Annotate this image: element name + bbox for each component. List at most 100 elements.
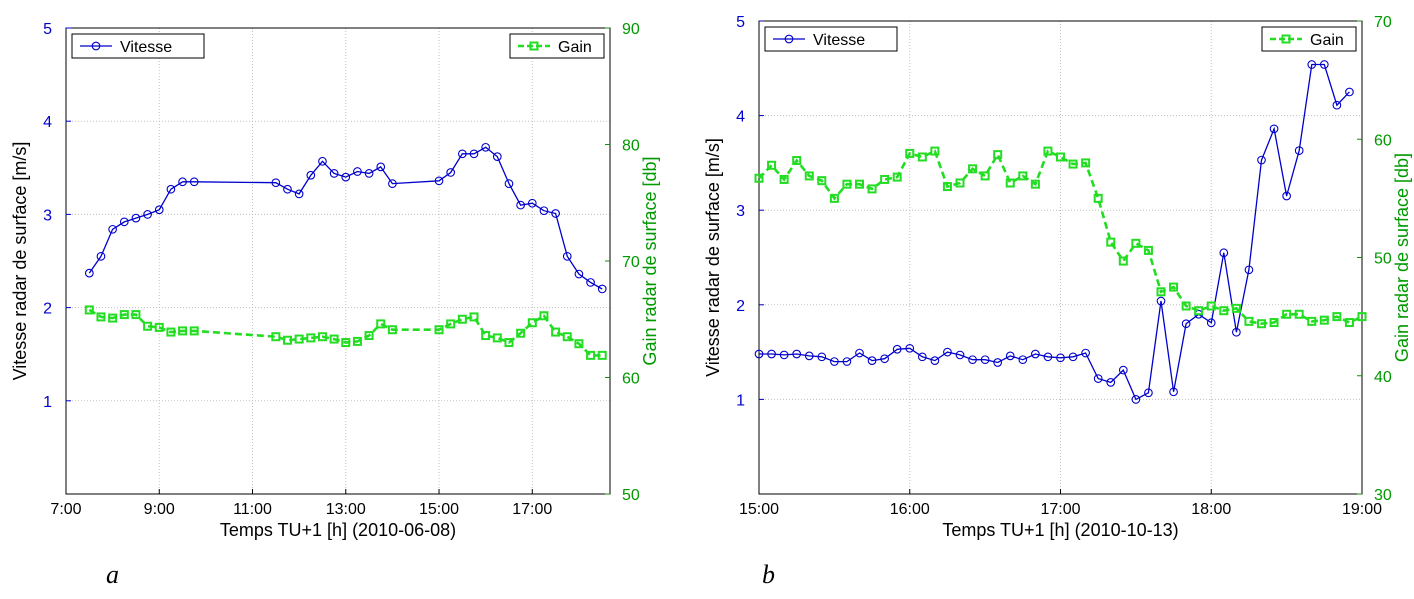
panel-b-series-gain-point [1307, 316, 1317, 326]
panel-b-series-speed-point [917, 352, 927, 362]
panel-b-series-speed-point [1307, 60, 1317, 69]
panel-b-series-speed-point [1056, 353, 1065, 363]
panel-b-series-speed-point [1118, 365, 1128, 375]
panel-a-series-speed-point [189, 177, 199, 187]
panel-b-x-tick-label: 19:00 [1342, 501, 1382, 518]
panel-a-series-speed-line [88, 146, 603, 290]
panel-b-y-left-axis-label: Vitesse radar de surface [m/s] [703, 138, 723, 377]
panel-a-series-speed-point [376, 162, 386, 172]
panel-b-series-gain-point [942, 182, 952, 192]
panel-b-series-gain-point [892, 172, 902, 182]
panel-a-y-right-tick-label: 70 [622, 254, 640, 271]
panel-a-series-gain-point [189, 326, 199, 336]
panel-b-series-speed-point [1068, 352, 1078, 362]
panel-b-series-gain-point [767, 160, 777, 170]
panel-a-series-speed-point [294, 189, 304, 199]
panel-a-series-gain-point [178, 326, 188, 336]
panel-b-x-axis-label: Temps TU+1 [h] (2010-10-13) [942, 520, 1178, 540]
panel-a-x-tick-label: 15:00 [419, 501, 459, 518]
panel-b-series-gain-point [817, 176, 827, 186]
panel-b-series-speed-point [779, 350, 789, 360]
panel-b-series-gain-point [804, 171, 814, 181]
panel-b-series-gain-point [1005, 178, 1015, 188]
panel-a-series-speed-point [457, 149, 467, 159]
panel-b-series-speed-point [892, 344, 902, 354]
panel-b-series-gain-point [1219, 306, 1229, 316]
panel-b-series-speed-point [1031, 349, 1040, 359]
panel-b-series-gain-point [1169, 282, 1179, 292]
panel-b-series-gain-point [880, 174, 890, 184]
panel-a-series-gain-point [329, 334, 339, 344]
panel-a-series-gain-point [481, 331, 491, 341]
panel-a-series-gain-point [143, 321, 153, 331]
panel-b-series-speed-point [955, 350, 965, 360]
panel-a-legend-gain-box [509, 33, 605, 59]
panel-b-series-gain-point [754, 173, 764, 183]
panel-a-series-gain-point [166, 327, 176, 337]
panel-a-series-gain-point [376, 319, 386, 329]
panel-a-axes-frame [65, 27, 611, 495]
panel-a-series-gain-point [84, 305, 94, 315]
panel-b-series-gain-point [1143, 245, 1153, 255]
panel-a-series-speed-point [539, 206, 549, 216]
panel-b-legend-gain-box [1261, 26, 1357, 52]
panel-b-series-speed-point [1018, 355, 1028, 365]
panel-a-series-speed-point [341, 172, 351, 182]
panel-a-series-gain-point [597, 350, 607, 360]
panel-a-series-speed-point [469, 149, 479, 159]
panel-a-series-gain-point [119, 310, 129, 320]
figure: 7:00 9:00 11:00 13:00 15:00 17:00 1 2 3 4 5 50 60 70 8… [10, 14, 1412, 540]
panel-b-series-gain-point [1319, 315, 1329, 325]
panel-b-y-right-axis-label: Gain radar de surface [db] [1392, 153, 1412, 362]
panel-a-series-speed-point [481, 142, 491, 152]
panel-b-series-gain-point [1344, 318, 1354, 328]
panel-b-series-gain-point [1093, 193, 1103, 203]
panel-a-series-speed-point [574, 269, 584, 279]
panel-b-series-gain-point [1244, 316, 1254, 326]
panel-b-series-speed-point [1043, 352, 1053, 362]
panel-a-series-gain-point [469, 312, 479, 322]
panel-a-series-speed-point [84, 268, 94, 278]
panel-b-series-speed-point [905, 343, 915, 353]
panel-a-x-tick-label: 13:00 [326, 501, 366, 518]
panel-a-series-gain-point [586, 350, 596, 360]
panel-b-series-speed-point [1319, 60, 1329, 69]
panel-b-series-gain-point [1181, 301, 1191, 311]
panel-a-series-speed-point [131, 213, 141, 223]
panel-a-x-tick-label: 9:00 [144, 501, 175, 518]
panel-a-series-gain-point [96, 312, 106, 322]
panel-a-y-left-tick-label: 2 [43, 301, 52, 318]
panel-b-series-gain-point [1269, 318, 1279, 328]
panel-b-series-gain-point [1018, 171, 1028, 181]
panel-a-x-axis-label: Temps TU+1 [h] (2010-06-08) [220, 520, 456, 540]
panel-b-series-gain-point [1294, 309, 1304, 319]
panel-b-series-gain-point [779, 174, 789, 184]
panel-a-series-gain-line [88, 308, 603, 357]
panel-a-y-left-tick-label: 5 [43, 21, 52, 38]
panel-a-series-speed-point [353, 167, 362, 176]
panel-b-y-right-tick-label: 70 [1374, 14, 1392, 31]
panel-a-series-speed-point [586, 278, 595, 287]
panel-a-series-gain-point [574, 339, 584, 349]
panel-b-series-gain-point [930, 146, 940, 156]
panel-b-series-speed-point [1181, 319, 1191, 329]
panel-a-series-speed-point [318, 156, 327, 166]
panel-b-series-speed-point [1106, 378, 1116, 387]
panel-a-series-gain-point [539, 311, 549, 321]
panel-a-series-speed-point [492, 152, 502, 161]
panel-b-series-speed-point [792, 349, 802, 359]
panel-b-series-gain-point [829, 193, 839, 203]
panel-a-x-tick-label: 17:00 [512, 501, 552, 518]
panel-b-series-gain-point [980, 171, 990, 181]
panel-a-series-speed-point [562, 251, 572, 261]
panel-b-series-speed-point [968, 355, 977, 365]
panel-a-series-speed-point [388, 179, 397, 188]
panel-b-y-right-tick-label: 30 [1374, 487, 1392, 504]
panel-b-series-speed-point [1005, 351, 1015, 361]
panel-a-series-gain-point [527, 318, 537, 328]
panel-a-legend-gain-marker [529, 41, 539, 51]
panel-b-series-gain-line [758, 149, 1363, 326]
panel-b-series-speed-point [980, 355, 990, 365]
panel-a-series-speed-point [597, 284, 607, 294]
panel-b-series-gain-point [917, 152, 927, 162]
